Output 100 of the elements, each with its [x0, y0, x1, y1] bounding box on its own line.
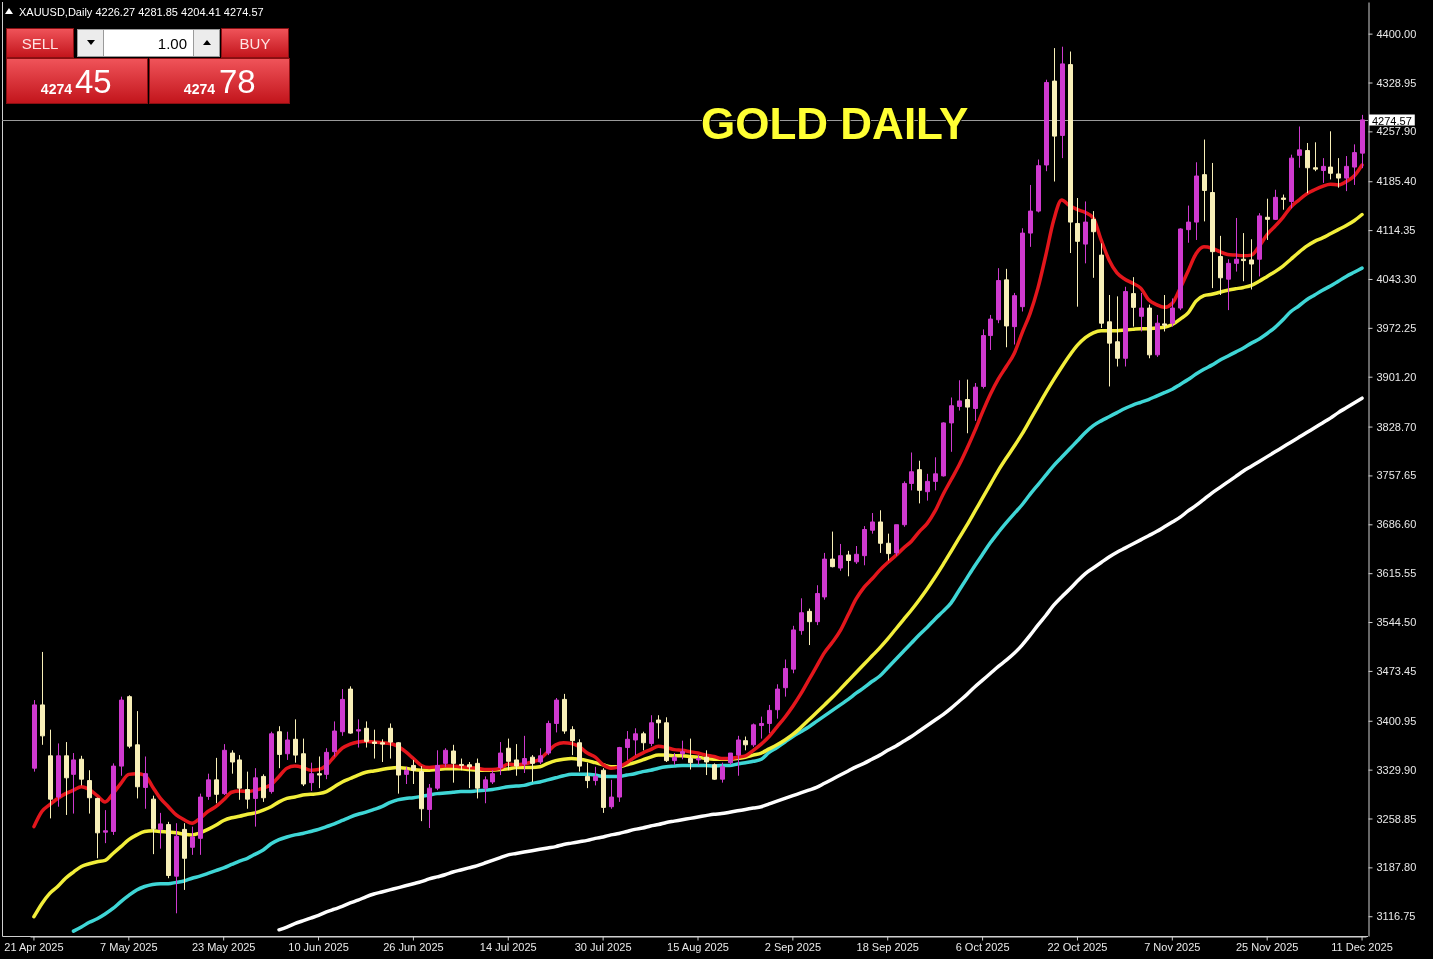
candlestick [1360, 114, 1365, 169]
candlestick [340, 688, 345, 737]
candlestick [981, 328, 986, 390]
candlestick [783, 659, 788, 698]
chart-subtitle: XAUUSD,Daily 4226.27 4281.85 4204.41 4274.57 [19, 6, 264, 18]
candlestick [1186, 205, 1191, 244]
candlestick [1344, 155, 1349, 192]
candlestick [95, 797, 100, 859]
candlestick [1234, 217, 1239, 273]
candlestick [1210, 162, 1215, 289]
candlestick [894, 524, 899, 557]
candlestick [1052, 47, 1057, 183]
candlestick [743, 736, 748, 751]
candlestick [166, 821, 171, 879]
candlestick [577, 738, 582, 773]
candlestick [1257, 212, 1262, 277]
candlestick [933, 456, 938, 491]
candlestick [538, 747, 543, 765]
annotation: SELL [21, 34, 59, 52]
candlestick [902, 480, 907, 528]
candlestick [372, 729, 377, 760]
candlestick [182, 822, 187, 891]
y-tick-label: 3544.50 [1376, 616, 1417, 629]
candlestick [127, 694, 132, 749]
candlestick [443, 747, 448, 768]
candlestick [965, 379, 970, 434]
candlestick [1328, 130, 1333, 180]
candlestick [878, 509, 883, 554]
candlestick [64, 741, 69, 816]
candlestick [815, 584, 820, 626]
candlestick [886, 533, 891, 561]
x-tick-label: 15 Aug 2025 [667, 941, 729, 954]
candlestick [609, 779, 614, 810]
candlestick [704, 749, 709, 776]
candlestick [917, 460, 922, 504]
candlestick [79, 755, 84, 786]
y-tick-label: 4257.90 [1376, 125, 1417, 138]
annotation: 4274 [40, 81, 73, 97]
candlestick [1249, 238, 1254, 290]
candlestick [1123, 286, 1128, 368]
candlestick [799, 597, 804, 636]
candlestick [791, 625, 796, 674]
candlestick [1060, 46, 1065, 159]
candlestick [1147, 304, 1152, 359]
x-tick-label: 7 May 2025 [100, 941, 158, 954]
y-tick-label: 4185.40 [1376, 175, 1417, 188]
candlestick [712, 762, 717, 781]
candlestick [593, 766, 598, 786]
candlestick [1305, 142, 1310, 194]
candlestick [277, 725, 282, 769]
candlestick [261, 773, 266, 803]
candlestick [1336, 157, 1341, 189]
candlestick [1218, 235, 1223, 296]
candlestick [364, 720, 369, 749]
candlestick [1155, 314, 1160, 358]
candlestick [949, 396, 954, 453]
candlestick [206, 773, 211, 801]
candlestick [775, 683, 780, 720]
candlestick [1115, 295, 1120, 368]
candlestick [293, 718, 298, 764]
candlestick [854, 545, 859, 565]
y-tick-label: 3901.20 [1376, 370, 1417, 383]
candlestick [633, 727, 638, 756]
candlestick [617, 746, 622, 803]
candlestick [1139, 292, 1144, 332]
candlestick [862, 525, 867, 566]
candlestick [830, 531, 835, 568]
candlestick [1012, 292, 1017, 346]
candlestick [475, 758, 480, 799]
candlestick [435, 749, 440, 791]
candlestick [1036, 159, 1041, 213]
candlestick [522, 735, 527, 774]
candlestick [301, 738, 306, 787]
candlestick [601, 767, 606, 814]
candlestick [1194, 161, 1199, 241]
candlestick [546, 720, 551, 756]
candlestick [1281, 194, 1286, 211]
candlestick [111, 762, 116, 836]
candlestick [1044, 79, 1049, 172]
candlestick [1162, 294, 1167, 332]
candlestick [807, 608, 812, 646]
candlestick [317, 755, 322, 789]
candlestick [1131, 276, 1136, 328]
y-tick-label: 3615.55 [1376, 567, 1417, 580]
candlestick [490, 769, 495, 785]
x-tick-label: 22 Oct 2025 [1047, 941, 1108, 954]
candlestick [222, 743, 227, 796]
candlestick [309, 762, 314, 792]
annotation: BUY [239, 34, 271, 52]
candlestick [1265, 198, 1270, 241]
candlestick [1107, 294, 1112, 387]
y-tick-label: 3116.75 [1376, 910, 1416, 923]
x-tick-label: 7 Nov 2025 [1144, 941, 1201, 954]
candlestick [941, 421, 946, 478]
candlestick [467, 761, 472, 789]
candlestick [506, 738, 511, 771]
candlestick [237, 754, 242, 801]
candlestick [680, 740, 685, 760]
candlestick [198, 793, 203, 856]
candlestick [356, 718, 361, 749]
